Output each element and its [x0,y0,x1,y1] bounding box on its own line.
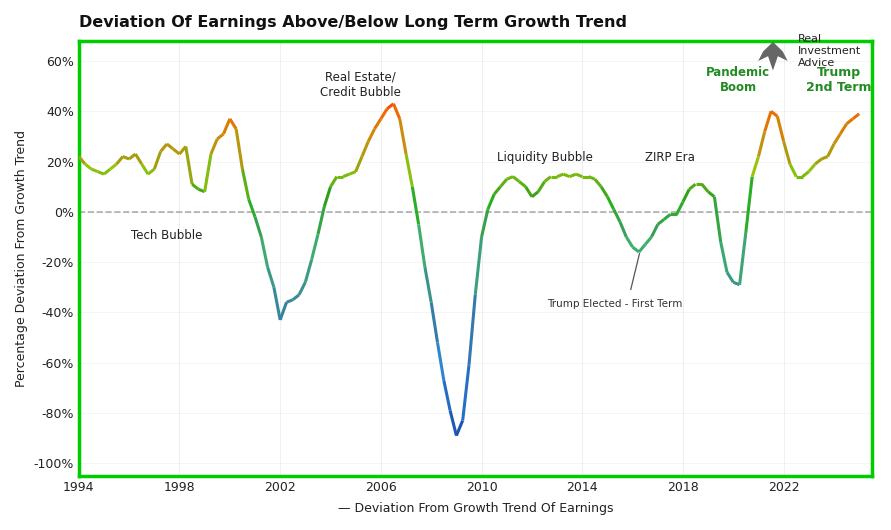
Text: Real Estate/
Credit Bubble: Real Estate/ Credit Bubble [320,71,401,99]
Text: Real
Investment
Advice: Real Investment Advice [797,34,861,68]
Text: Trump Elected - First Term: Trump Elected - First Term [547,298,683,308]
Y-axis label: Percentage Deviation From Growth Trend: Percentage Deviation From Growth Trend [15,130,28,387]
Text: Deviation Of Earnings Above/Below Long Term Growth Trend: Deviation Of Earnings Above/Below Long T… [78,15,626,30]
X-axis label: — Deviation From Growth Trend Of Earnings: — Deviation From Growth Trend Of Earning… [338,502,613,515]
Text: Trump
2nd Term: Trump 2nd Term [806,66,871,94]
Text: ZIRP Era: ZIRP Era [645,151,695,164]
Text: Pandemic
Boom: Pandemic Boom [707,66,771,94]
Text: Liquidity Bubble: Liquidity Bubble [496,151,593,164]
Polygon shape [758,42,788,70]
Text: Tech Bubble: Tech Bubble [131,229,202,242]
